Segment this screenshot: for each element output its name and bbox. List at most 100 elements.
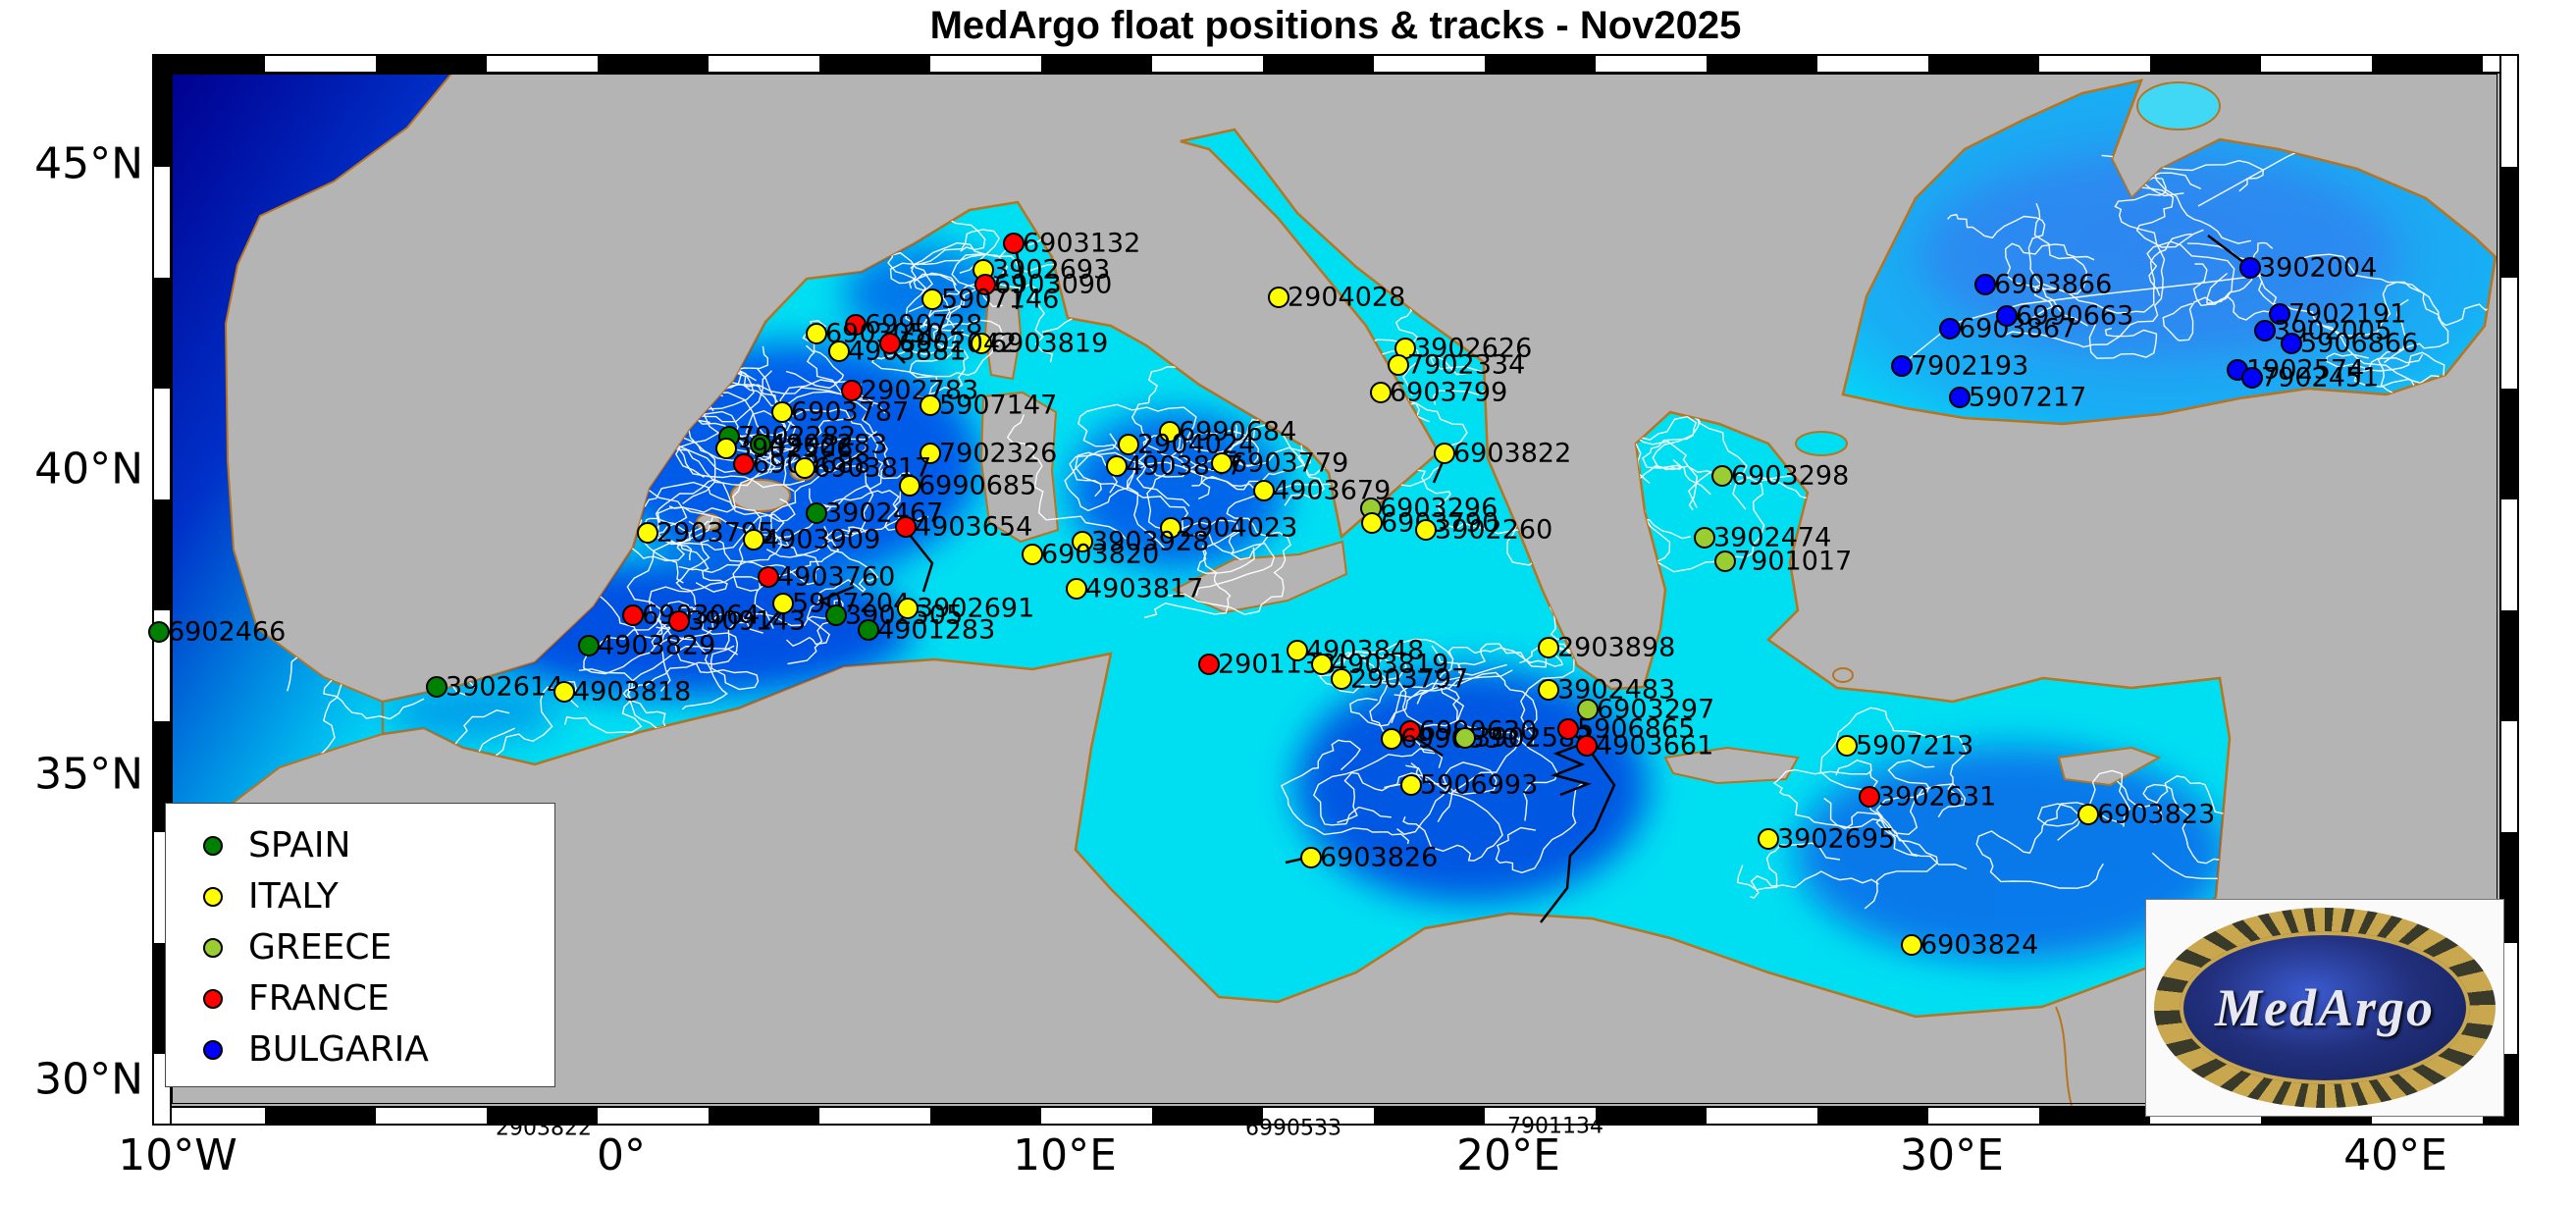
sea-of-marmara — [1795, 431, 1848, 456]
float-track — [1349, 669, 1513, 727]
float-marker — [2239, 257, 2261, 279]
float-label: 6990685 — [919, 470, 1037, 501]
map-border-right — [2499, 54, 2519, 1126]
page-title: MedArgo float positions & tracks - Nov20… — [929, 4, 1742, 47]
float-label: 3902004 — [2259, 252, 2378, 284]
x-tick: 10°W — [118, 1130, 237, 1180]
float-marker — [794, 457, 815, 479]
legend-label: FRANCE — [248, 978, 390, 1019]
float-label: 5906866 — [2300, 328, 2419, 359]
float-label: 6990663 — [2016, 300, 2134, 332]
float-marker — [841, 380, 863, 401]
float-track — [656, 537, 820, 630]
float-marker — [637, 522, 658, 544]
float-marker — [1211, 452, 1233, 474]
float-marker — [743, 529, 764, 551]
legend-dot — [203, 938, 223, 958]
float-marker — [1576, 735, 1598, 757]
float-track — [1495, 782, 1584, 874]
float-label: 6903820 — [1041, 539, 1160, 570]
float-label: 3902483 — [1557, 674, 1676, 706]
map-border-top — [152, 54, 2519, 74]
legend-label: SPAIN — [248, 825, 351, 865]
float-label: 6903866 — [1994, 269, 2113, 300]
float-marker — [1415, 519, 1437, 541]
float-marker — [771, 401, 793, 423]
float-label: 4901283 — [877, 614, 996, 646]
float-label: 6902466 — [168, 616, 287, 648]
float-marker — [1072, 531, 1093, 552]
float-marker — [758, 566, 779, 588]
float-marker — [1694, 527, 1715, 549]
island-crete — [1663, 746, 1800, 785]
float-marker — [1949, 387, 1971, 408]
float-marker — [1159, 421, 1181, 443]
float-label: 6903817 — [814, 452, 932, 484]
float-label: 6903819 — [990, 328, 1109, 359]
float-label: 3902506 — [735, 433, 854, 464]
float-marker — [1454, 727, 1476, 749]
legend-item: GREECE — [166, 923, 554, 974]
float-marker — [1118, 434, 1139, 455]
float-label: 2903797 — [1350, 663, 1469, 695]
float-label: 4903829 — [598, 630, 716, 661]
float-marker — [920, 394, 941, 416]
float-marker — [1388, 354, 1409, 376]
float-track — [1143, 545, 1232, 619]
float-marker — [715, 438, 737, 459]
float-track — [578, 645, 728, 729]
float-marker — [2241, 367, 2263, 389]
sea-of-azov — [2136, 81, 2221, 131]
edge-float-label: 6990533 — [1245, 1116, 1341, 1141]
float-track — [1975, 802, 2124, 889]
y-tick: 45°N — [34, 138, 143, 189]
float-marker — [845, 314, 867, 336]
float-label: 3902474 — [1713, 522, 1832, 553]
float-label: 6903822 — [1453, 438, 1572, 469]
float-label: 4903817 — [1085, 573, 1204, 604]
float-track — [1146, 448, 1255, 574]
legend-dot — [203, 989, 223, 1009]
float-marker — [895, 516, 917, 538]
float-marker — [1939, 318, 1961, 340]
float-track — [1819, 707, 1968, 801]
float-label: 6903823 — [2097, 799, 2216, 830]
float-track-black — [2207, 235, 2248, 266]
legend-label: ITALY — [248, 876, 339, 917]
float-track — [674, 638, 760, 691]
float-label: 3902467 — [825, 498, 944, 529]
float-label: 3902691 — [917, 593, 1035, 624]
float-track — [2142, 783, 2231, 880]
float-track — [2024, 202, 2087, 325]
float-track — [757, 368, 929, 532]
float-label: 6903297 — [1597, 694, 1715, 725]
float-track — [732, 526, 867, 592]
float-label: 7902451 — [2261, 362, 2380, 393]
float-label: 3902693 — [992, 254, 1111, 286]
float-label: 6903790 — [1381, 507, 1499, 539]
float-marker — [879, 333, 901, 354]
float-label: 4903661 — [1596, 730, 1714, 761]
float-label: 6903298 — [1731, 460, 1850, 492]
float-track — [678, 442, 867, 574]
float-marker — [899, 475, 920, 497]
float-label: 7902326 — [939, 438, 1058, 469]
float-marker — [1381, 728, 1402, 750]
island-rhodes — [1832, 667, 1854, 683]
float-marker — [733, 453, 755, 475]
float-label: 6903296 — [1380, 493, 1498, 524]
float-track — [2001, 177, 2167, 348]
float-marker — [825, 604, 847, 626]
float-marker — [1434, 443, 1455, 464]
float-track — [2258, 280, 2449, 364]
float-marker — [148, 621, 170, 643]
nile-river — [2055, 1006, 2077, 1120]
float-label: 2904028 — [1288, 282, 1406, 313]
float-marker — [1901, 934, 1922, 956]
float-label: 3903928 — [1091, 526, 1210, 557]
float-track — [2162, 241, 2274, 341]
float-track — [1391, 671, 1558, 821]
float-track — [1431, 645, 1521, 822]
float-marker — [858, 619, 879, 641]
